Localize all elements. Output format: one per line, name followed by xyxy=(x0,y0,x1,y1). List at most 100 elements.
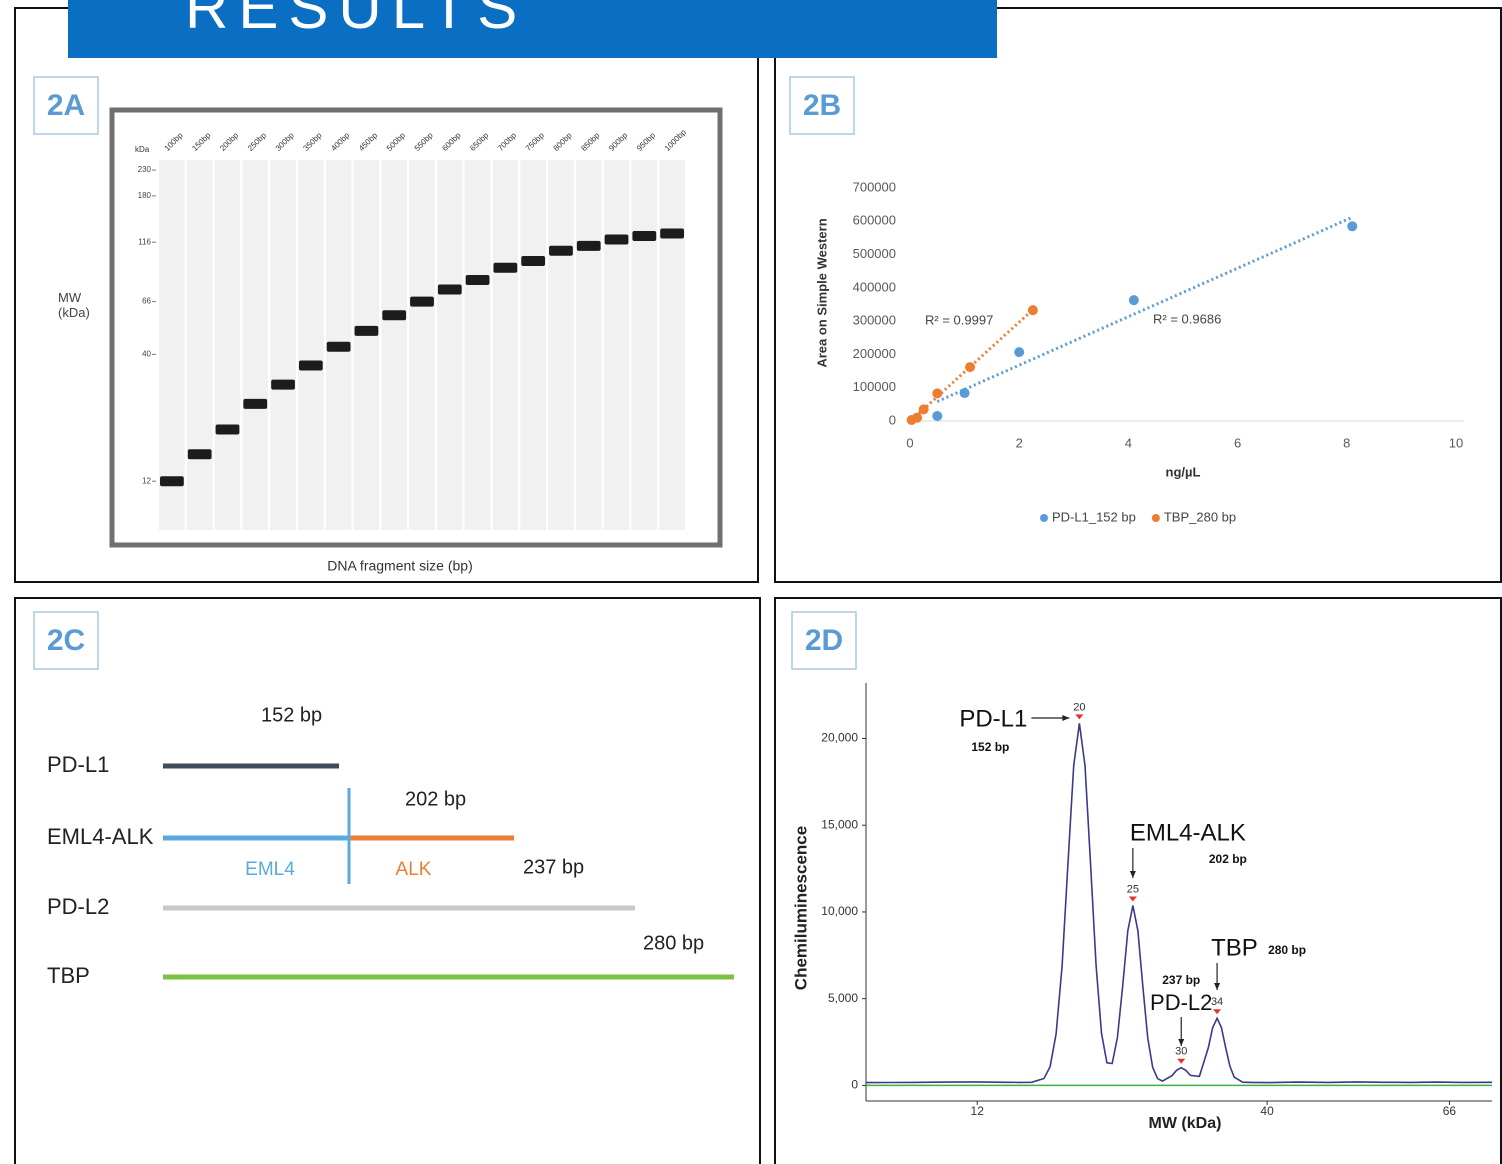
data-point xyxy=(1028,305,1038,315)
data-point xyxy=(1347,221,1357,231)
y-axis-title: MW (kDa) xyxy=(58,290,108,320)
peak-marker xyxy=(1075,714,1083,719)
gel-lane xyxy=(465,160,491,530)
gel-lane xyxy=(242,160,268,530)
legend-label: PD-L1_152 bp xyxy=(1052,509,1136,524)
panel-frame xyxy=(15,598,760,1164)
x-tick-label: 6 xyxy=(1234,435,1241,450)
gel-band xyxy=(243,399,267,409)
peak-size: 280 bp xyxy=(1268,943,1306,957)
y-axis-title: Area on Simple Western xyxy=(814,218,829,367)
gel-band xyxy=(493,263,517,273)
y-tick-label: 700000 xyxy=(853,179,896,194)
y-axis-title: Chemiluminescence xyxy=(791,826,810,990)
y-tick-label: 400000 xyxy=(853,279,896,294)
gel-lane xyxy=(159,160,185,530)
legend-label: TBP_280 bp xyxy=(1164,509,1236,524)
y-tick-label: 15,000 xyxy=(821,817,858,831)
y-tick-label: 200000 xyxy=(853,346,896,361)
gel-band xyxy=(466,275,490,285)
gel-lane xyxy=(298,160,324,530)
x-tick-label: 12 xyxy=(971,1104,985,1118)
peak-size: 237 bp xyxy=(1162,973,1200,987)
x-axis-title: DNA fragment size (bp) xyxy=(327,558,473,574)
x-tick-label: 0 xyxy=(906,435,913,450)
panel-label: 2D xyxy=(805,624,843,657)
segment-label: ALK xyxy=(396,859,432,880)
gel-lane xyxy=(270,160,296,530)
peak-marker xyxy=(1177,1059,1185,1064)
y-tick-label: 600000 xyxy=(853,213,896,228)
y-tick-label: 230 xyxy=(138,165,152,174)
row-name: TBP xyxy=(47,963,90,988)
panel-label: 2B xyxy=(803,89,841,122)
row-name: PD-L2 xyxy=(47,894,109,919)
y-tick-label: 0 xyxy=(851,1078,858,1092)
x-axis-title: MW (kDa) xyxy=(1149,1115,1222,1132)
x-tick-label: 66 xyxy=(1443,1104,1457,1118)
data-point xyxy=(932,411,942,421)
x-tick-label: 10 xyxy=(1449,435,1463,450)
y-tick-label: 12 xyxy=(142,476,151,485)
data-point xyxy=(960,388,970,398)
x-tick-label: 40 xyxy=(1260,1104,1274,1118)
trace xyxy=(866,723,1492,1082)
row-name: PD-L1 xyxy=(47,752,109,777)
row-size: 237 bp xyxy=(523,856,584,878)
gel-band xyxy=(160,476,184,486)
gel-lane xyxy=(187,160,213,530)
gel-band xyxy=(438,285,462,295)
peak-name: TBP xyxy=(1211,934,1258,961)
row-name: EML4-ALK xyxy=(47,824,154,849)
gel-band xyxy=(216,425,240,435)
y-tick-label: 100000 xyxy=(853,379,896,394)
y-tick-label: 180 xyxy=(138,191,152,200)
data-point xyxy=(1129,295,1139,305)
peak-label: 25 xyxy=(1127,883,1139,895)
y-tick-label: 0 xyxy=(889,412,896,427)
trendline xyxy=(937,217,1352,401)
row-size: 202 bp xyxy=(405,788,466,810)
gel-lane xyxy=(520,160,546,530)
panel-label: 2C xyxy=(47,624,85,657)
gel-lane xyxy=(381,160,407,530)
peak-marker xyxy=(1129,897,1137,902)
peak-label: 30 xyxy=(1175,1046,1187,1058)
gel-band xyxy=(382,310,406,320)
x-axis-title: ng/µL xyxy=(1166,464,1201,479)
panel-frame xyxy=(775,598,1501,1164)
peak-size: 202 bp xyxy=(1209,852,1247,866)
y-tick-label: 116 xyxy=(138,237,151,246)
gel-band xyxy=(521,256,545,266)
gel-lane xyxy=(215,160,241,530)
y-tick-label: 40 xyxy=(142,349,151,358)
banner-title: RESULTS xyxy=(185,0,527,41)
gel-band xyxy=(577,241,601,251)
segment-label: EML4 xyxy=(245,859,295,880)
gel-band xyxy=(327,342,351,352)
gel-lane xyxy=(604,160,630,530)
r-squared: R² = 0.9997 xyxy=(925,312,993,327)
data-point xyxy=(965,362,975,372)
gel-lane xyxy=(548,160,574,530)
gel-band xyxy=(632,231,656,241)
panel-frame xyxy=(775,8,1501,582)
peak-size: 152 bp xyxy=(971,740,1009,754)
x-tick-label: 2 xyxy=(1016,435,1023,450)
results-figure: RESULTS 2A100bp150bp200bp250bp300bp350bp… xyxy=(0,0,1502,1164)
y-tick-label: 20,000 xyxy=(821,731,858,745)
peak-label: 34 xyxy=(1211,996,1223,1008)
arrow-head xyxy=(1214,983,1220,990)
peak-name: EML4-ALK xyxy=(1130,819,1246,846)
legend-marker xyxy=(1152,514,1160,522)
gel-band xyxy=(549,246,573,256)
y-tick-label: 66 xyxy=(142,297,151,306)
figure: RESULTS 2A100bp150bp200bp250bp300bp350bp… xyxy=(0,0,1502,1164)
gel-lane xyxy=(437,160,463,530)
data-point xyxy=(912,413,922,423)
legend-marker xyxy=(1040,514,1048,522)
gel-lane xyxy=(659,160,685,530)
gel-band xyxy=(299,360,323,370)
gel-band xyxy=(271,380,295,390)
gel-lane xyxy=(492,160,518,530)
